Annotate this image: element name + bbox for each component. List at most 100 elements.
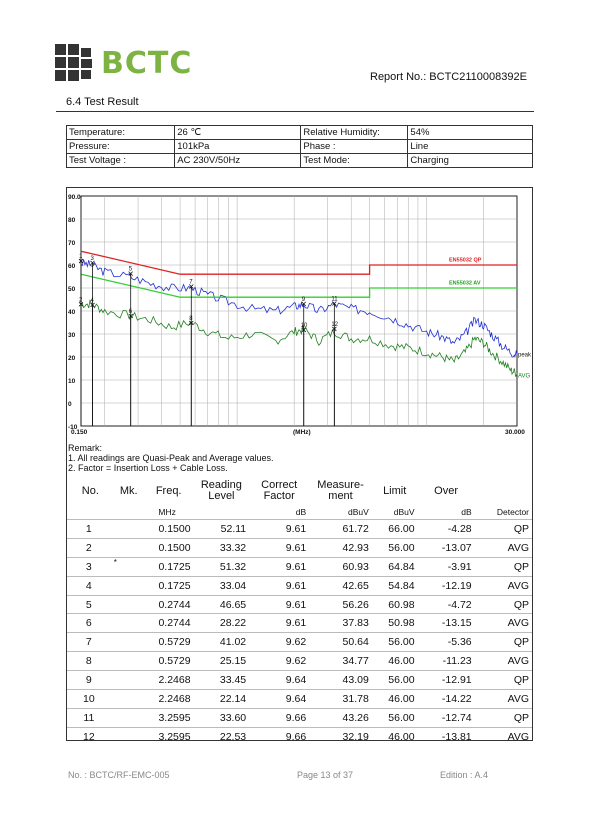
table-row: 9 2.2468 33.45 9.64 43.09 56.00 -12.91 QP [67, 670, 532, 690]
table-cell: 3.2595 [143, 707, 194, 728]
table-cell: 42.93 [309, 537, 372, 558]
table-cell: 33.60 [193, 707, 250, 728]
av-limit-label: EN55032 AV [449, 281, 481, 287]
table-cell: QP [474, 670, 532, 690]
table-cell: AVG [474, 726, 532, 746]
conditions-table: Temperature: 26 ℃ Relative Humidity: 54% Pre… [65, 125, 533, 168]
table-cell: 1 [67, 519, 114, 539]
table-cell: -4.28 [417, 519, 475, 539]
table-cell: 28.22 [193, 613, 250, 633]
conditions-cell: Relative Humidity: [300, 125, 409, 140]
marker-x [301, 301, 307, 307]
table-cell: 66.00 [371, 519, 418, 539]
table-cell: 5 [67, 594, 114, 614]
table-cell [113, 519, 144, 539]
marker-label: 11 [331, 297, 338, 303]
conditions-cell: Phase : [300, 139, 409, 154]
table-cell: 9.61 [249, 613, 310, 633]
table-cell: 10 [67, 689, 114, 709]
y-tick-label: 60 [68, 263, 76, 270]
table-cell: -13.07 [417, 537, 475, 558]
y-tick-label: 30 [68, 332, 76, 339]
table-cell: 9.61 [249, 519, 310, 539]
table-cell: 54.84 [371, 575, 418, 596]
table-cell: 25.15 [193, 651, 250, 671]
col-detector-head [475, 477, 532, 505]
table-cell: 9.62 [249, 632, 310, 652]
report-number: Report No.: BCTC2110008392E [370, 71, 527, 83]
col-measurement: Measure-ment [309, 477, 372, 505]
marker-x [128, 271, 133, 276]
table-cell: -4.72 [417, 594, 475, 614]
y-tick-label: 40 [68, 309, 76, 316]
table-cell: 9.64 [249, 670, 310, 690]
y-tick-label: 90.0 [68, 194, 81, 201]
marker-x [332, 326, 337, 332]
unit-cell: dBuV [348, 507, 369, 517]
table-cell [113, 613, 144, 633]
conditions-cell: Charging [407, 153, 533, 168]
table-cell: 50.64 [309, 632, 372, 652]
avg-trace-label: AVG [518, 373, 531, 379]
qp-limit-label: EN55032 QP [449, 258, 482, 264]
table-cell: 42.65 [309, 575, 372, 596]
marker-label: 9 [302, 297, 306, 303]
x-tick-label: 0.150 [71, 429, 88, 436]
marker-x [188, 284, 194, 289]
y-tick-label: 80 [68, 217, 76, 224]
table-cell: AVG [474, 689, 532, 709]
table-cell: -12.91 [417, 670, 475, 690]
conditions-cell: Pressure: [65, 139, 176, 154]
conditions-cell: Test Mode: [300, 153, 409, 168]
col-measurement-text: Measure-ment [317, 479, 364, 502]
table-cell: -12.74 [417, 707, 475, 728]
table-cell: 56.26 [309, 594, 372, 614]
col-over: Over [434, 484, 459, 497]
table-cell: -11.23 [417, 651, 475, 671]
table-cell: 3 [67, 556, 114, 577]
table-cell [113, 670, 144, 690]
table-row: 5 0.2744 46.65 9.61 56.26 60.98 -4.72 QP [67, 594, 532, 614]
table-cell: 60.93 [309, 556, 372, 577]
y-tick-label: 0 [68, 401, 72, 408]
table-cell: 6 [67, 613, 114, 633]
table-cell: 60.98 [371, 594, 418, 614]
table-cell: -12.19 [417, 575, 475, 596]
unit-cell [194, 505, 250, 520]
table-cell: 46.65 [193, 594, 250, 614]
table-cell: 41.02 [193, 632, 250, 652]
table-cell: 22.14 [193, 689, 250, 709]
conditions-cell: Test Voltage : [65, 153, 176, 168]
table-cell: 46.00 [371, 651, 418, 671]
table-cell: 50.98 [371, 613, 418, 633]
table-cell: 0.1500 [143, 537, 194, 558]
remark-line-1: 1. All readings are Quasi-Peak and Avera… [68, 453, 274, 463]
table-cell: 0.1725 [143, 556, 194, 577]
table-cell: 56.00 [371, 632, 418, 652]
col-factor: Correct Factor [249, 477, 309, 505]
table-cell: * [113, 556, 144, 577]
table-cell [113, 537, 144, 558]
table-cell: 2 [67, 537, 114, 558]
bctc-logo-mark [55, 44, 92, 81]
table-cell: 2.2468 [143, 689, 194, 709]
table-cell: 22.53 [193, 726, 250, 746]
y-tick-label: 50 [68, 286, 76, 293]
table-cell [113, 689, 144, 709]
table-cell: QP [474, 707, 532, 728]
marker-label: 10 [301, 323, 308, 329]
peak-trace-label: peak [518, 353, 532, 359]
bctc-logo: BCTC [55, 44, 205, 82]
table-row: 8 0.5729 25.15 9.62 34.77 46.00 -11.23 AVG [67, 651, 532, 671]
footer-doc-number: No. : BCTC/RF-EMC-005 [68, 770, 170, 780]
table-cell [113, 726, 144, 746]
table-cell: 0.1500 [143, 519, 194, 539]
table-cell: 52.11 [193, 519, 250, 539]
table-cell: 33.32 [193, 537, 250, 558]
conditions-cell: Line [407, 139, 533, 154]
table-cell: 33.04 [193, 575, 250, 596]
table-cell: -5.36 [417, 632, 475, 652]
marker-label: 6 [129, 309, 133, 315]
col-reading-text: Reading Level [200, 479, 242, 502]
table-cell [113, 594, 144, 614]
